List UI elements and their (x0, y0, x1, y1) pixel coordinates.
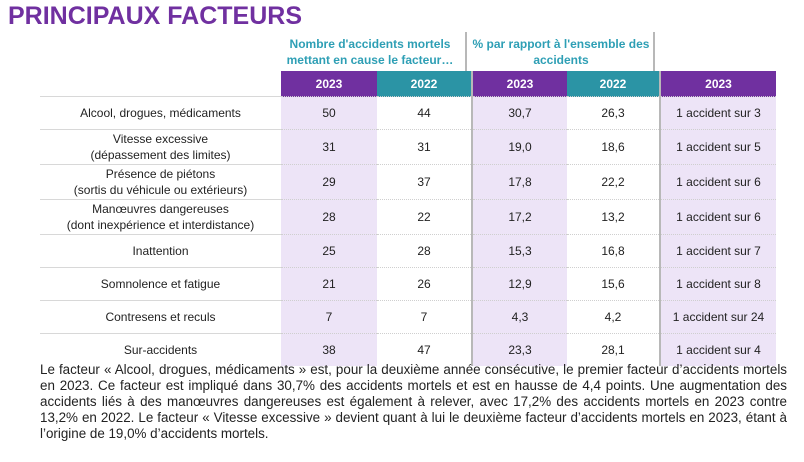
page-title: PRINCIPAUX FACTEURS (8, 2, 303, 30)
table-row: Somnolence et fatigue 21 26 12,9 15,6 1 accid… (40, 267, 776, 301)
year-header-row: 2023 2022 2023 2022 2023 (40, 71, 776, 97)
factor-name: Contresens et reculs (105, 310, 216, 324)
table-row: Manœuvres dangereuses (dont inexpérience … (40, 199, 776, 235)
count-2023: 31 (281, 129, 377, 165)
factor-label: Manœuvres dangereuses (dont inexpérience … (40, 199, 281, 235)
ratio-2023: 1 accident sur 6 (659, 164, 776, 200)
col-header-percent-2023: 2023 (471, 71, 567, 97)
count-2022: 44 (377, 96, 472, 130)
summary-paragraph: Le facteur « Alcool, drogues, médicament… (40, 362, 787, 441)
percent-2022: 22,2 (567, 164, 660, 200)
factor-label: Alcool, drogues, médicaments (40, 96, 281, 130)
factor-detail: (sortis du véhicule ou extérieurs) (73, 183, 248, 197)
percent-2023: 30,7 (471, 96, 567, 130)
factor-label: Vitesse excessive (dépassement des limite… (40, 129, 281, 165)
percent-2022: 16,8 (567, 234, 660, 268)
percent-2022: 15,6 (567, 267, 660, 301)
col-header-count-2022: 2022 (377, 71, 472, 97)
table-row: Présence de piétons (sortis du véhicule o… (40, 164, 776, 200)
factor-name: Sur-accidents (123, 343, 198, 357)
factor-label: Contresens et reculs (40, 300, 281, 334)
factor-label: Sur-accidents (40, 333, 281, 366)
factor-label: Inattention (40, 234, 281, 268)
count-2023: 25 (281, 234, 377, 268)
table-row: Contresens et reculs 7 7 4,3 4,2 1 accident s… (40, 300, 776, 334)
count-2022: 31 (377, 129, 472, 165)
count-2023: 50 (281, 96, 377, 130)
percent-2023: 15,3 (471, 234, 567, 268)
percent-2023: 4,3 (471, 300, 567, 334)
count-2022: 37 (377, 164, 472, 200)
blank-header (40, 71, 281, 97)
count-2023: 7 (281, 300, 377, 334)
table-row: Vitesse excessive (dépassement des limite… (40, 129, 776, 165)
col-header-ratio-2023: 2023 (659, 71, 776, 97)
col-header-count-2023: 2023 (281, 71, 377, 97)
count-2022: 28 (377, 234, 472, 268)
count-2022: 47 (377, 333, 472, 366)
column-divider (653, 32, 655, 72)
percent-2023: 17,2 (471, 199, 567, 235)
factor-name: Inattention (132, 244, 189, 258)
percent-2023: 19,0 (471, 129, 567, 165)
ratio-2023: 1 accident sur 7 (659, 234, 776, 268)
table-row: Sur-accidents 38 47 23,3 28,1 1 accident sur … (40, 333, 776, 366)
col-header-percent-2022: 2022 (567, 71, 660, 97)
table-row: Inattention 25 28 15,3 16,8 1 accident sur 7 (40, 234, 776, 268)
percent-2022: 4,2 (567, 300, 660, 334)
ratio-2023: 1 accident sur 3 (659, 96, 776, 130)
count-2023: 21 (281, 267, 377, 301)
column-divider (465, 32, 467, 72)
factor-name: Manœuvres dangereuses (92, 202, 229, 216)
count-2022: 22 (377, 199, 472, 235)
factor-name: Vitesse excessive (112, 132, 209, 146)
percent-2023: 23,3 (471, 333, 567, 366)
percent-2022: 18,6 (567, 129, 660, 165)
ratio-2023: 1 accident sur 6 (659, 199, 776, 235)
factor-label: Présence de piétons (sortis du véhicule o… (40, 164, 281, 200)
table-row: Alcool, drogues, médicaments 50 44 30,7 26,3… (40, 96, 776, 130)
count-2023: 28 (281, 199, 377, 235)
count-2022: 7 (377, 300, 472, 334)
factor-label: Somnolence et fatigue (40, 267, 281, 301)
factor-detail: (dépassement des limites) (90, 148, 231, 162)
percent-2022: 28,1 (567, 333, 660, 366)
percent-2022: 13,2 (567, 199, 660, 235)
group-header-count: Nombre d'accidents mortels mettant en ca… (286, 37, 454, 67)
factor-name: Somnolence et fatigue (100, 277, 221, 291)
factor-detail: (dont inexpérience et interdistance) (66, 218, 255, 232)
ratio-2023: 1 accident sur 24 (659, 300, 776, 334)
percent-2023: 12,9 (471, 267, 567, 301)
ratio-2023: 1 accident sur 8 (659, 267, 776, 301)
ratio-2023: 1 accident sur 4 (659, 333, 776, 366)
count-2023: 38 (281, 333, 377, 366)
count-2022: 26 (377, 267, 472, 301)
factor-name: Présence de piétons (105, 167, 216, 181)
ratio-2023: 1 accident sur 5 (659, 129, 776, 165)
percent-2022: 26,3 (567, 96, 660, 130)
factor-name: Alcool, drogues, médicaments (80, 106, 241, 120)
count-2023: 29 (281, 164, 377, 200)
group-header-percent: % par rapport à l'ensemble des accidents (472, 37, 650, 67)
percent-2023: 17,8 (471, 164, 567, 200)
factors-table: 2023 2022 2023 2022 2023 Alcool, drogues… (40, 71, 776, 366)
